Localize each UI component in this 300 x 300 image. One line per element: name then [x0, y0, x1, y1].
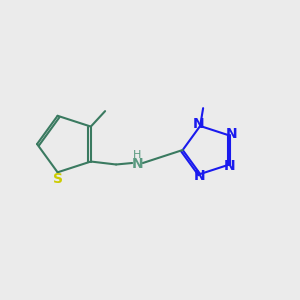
Text: S: S: [52, 172, 63, 186]
Text: N: N: [226, 127, 237, 141]
Text: N: N: [194, 169, 205, 182]
Text: N: N: [132, 157, 143, 171]
Text: N: N: [224, 159, 236, 173]
Text: H: H: [133, 150, 142, 160]
Text: N: N: [193, 118, 205, 131]
